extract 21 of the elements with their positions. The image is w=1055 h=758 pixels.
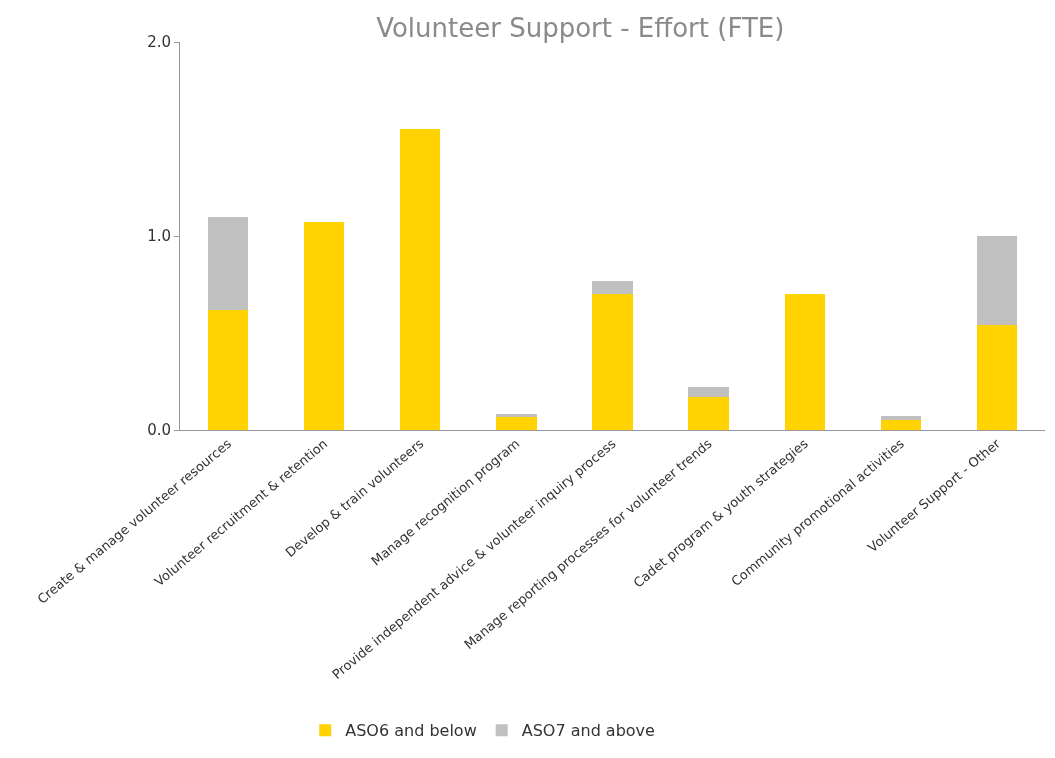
bar: [592, 294, 633, 430]
bar: [303, 222, 345, 430]
y-tick-label: 0.0: [147, 421, 171, 440]
y-tick-label: 2.0: [147, 33, 171, 52]
bar: [688, 387, 729, 398]
bar: [976, 236, 1018, 326]
bar: [496, 416, 537, 430]
chart-title: Volunteer Support - Effort (FTE): [376, 13, 785, 44]
bar: [976, 325, 1018, 430]
bar: [400, 129, 441, 430]
legend-label: ASO7 and above: [521, 721, 655, 741]
y-tick-label: 1.0: [147, 227, 171, 246]
bar: [784, 294, 825, 430]
bar: [880, 416, 922, 421]
bar: [592, 280, 633, 295]
legend-label: ASO6 and below: [345, 721, 477, 741]
bar: [880, 420, 922, 430]
bar: [207, 216, 249, 310]
bar: [207, 309, 249, 430]
bar: [688, 397, 729, 430]
bar: [496, 414, 537, 417]
